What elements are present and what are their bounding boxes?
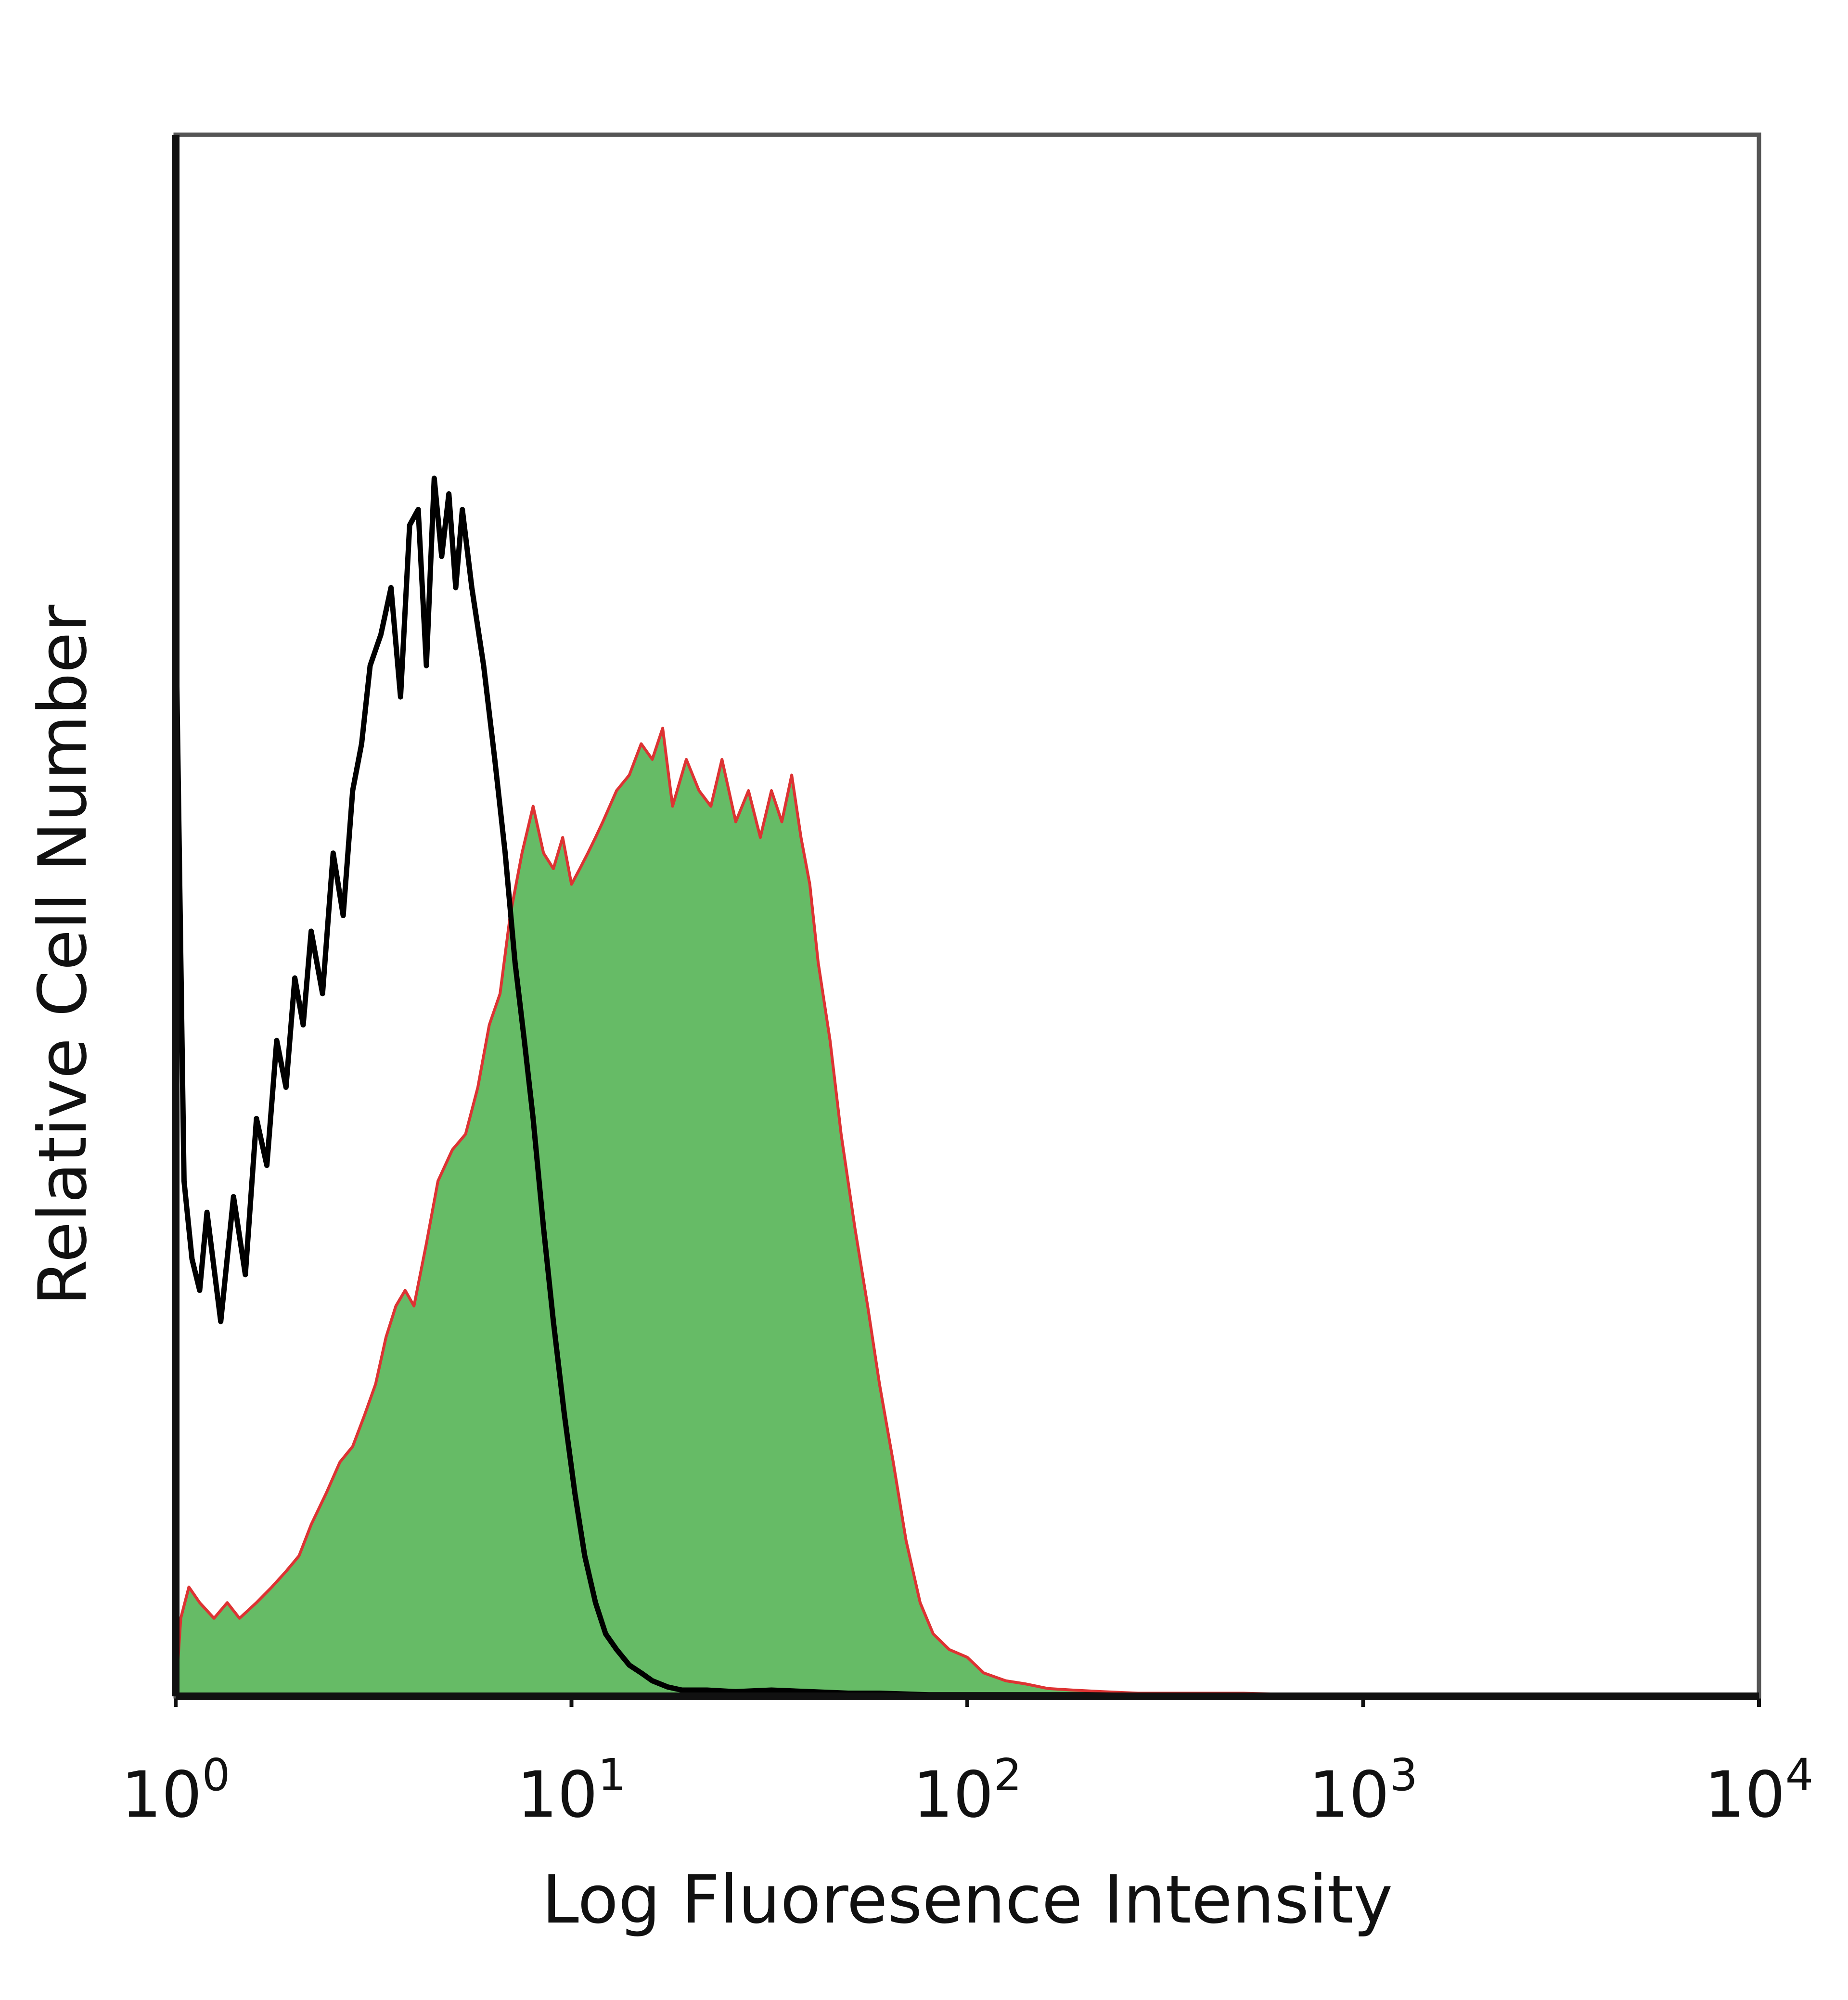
x-tick-exponent: 4 bbox=[1785, 1749, 1814, 1801]
x-tick-label: 102 bbox=[913, 1749, 1022, 1832]
x-axis-title: Log Fluoresence Intensity bbox=[542, 1861, 1393, 1938]
x-tick-exponent: 0 bbox=[202, 1749, 231, 1801]
x-tick-labels: 100 101 102 103 104 bbox=[121, 1696, 1814, 1832]
series-0-line bbox=[173, 475, 1363, 1699]
x-tick-label: 100 bbox=[121, 1749, 231, 1832]
series-1-line bbox=[174, 727, 1380, 1698]
x-tick-exponent: 2 bbox=[994, 1749, 1022, 1801]
x-tick-base: 10 bbox=[1705, 1758, 1785, 1832]
x-tick-base: 10 bbox=[913, 1758, 994, 1832]
x-tick-base: 10 bbox=[517, 1758, 598, 1832]
y-axis-title: Relative Cell Number bbox=[24, 604, 102, 1306]
x-tick-base: 10 bbox=[1309, 1758, 1389, 1832]
plot-layer bbox=[173, 475, 1380, 1699]
x-tick-label: 103 bbox=[1309, 1749, 1418, 1832]
series-1-fill bbox=[176, 728, 1380, 1696]
x-tick-label: 101 bbox=[517, 1749, 626, 1832]
x-tick-base: 10 bbox=[121, 1758, 202, 1832]
x-tick-exponent: 3 bbox=[1389, 1749, 1418, 1801]
x-tick-label: 104 bbox=[1705, 1749, 1814, 1832]
x-tick-exponent: 1 bbox=[598, 1749, 626, 1801]
